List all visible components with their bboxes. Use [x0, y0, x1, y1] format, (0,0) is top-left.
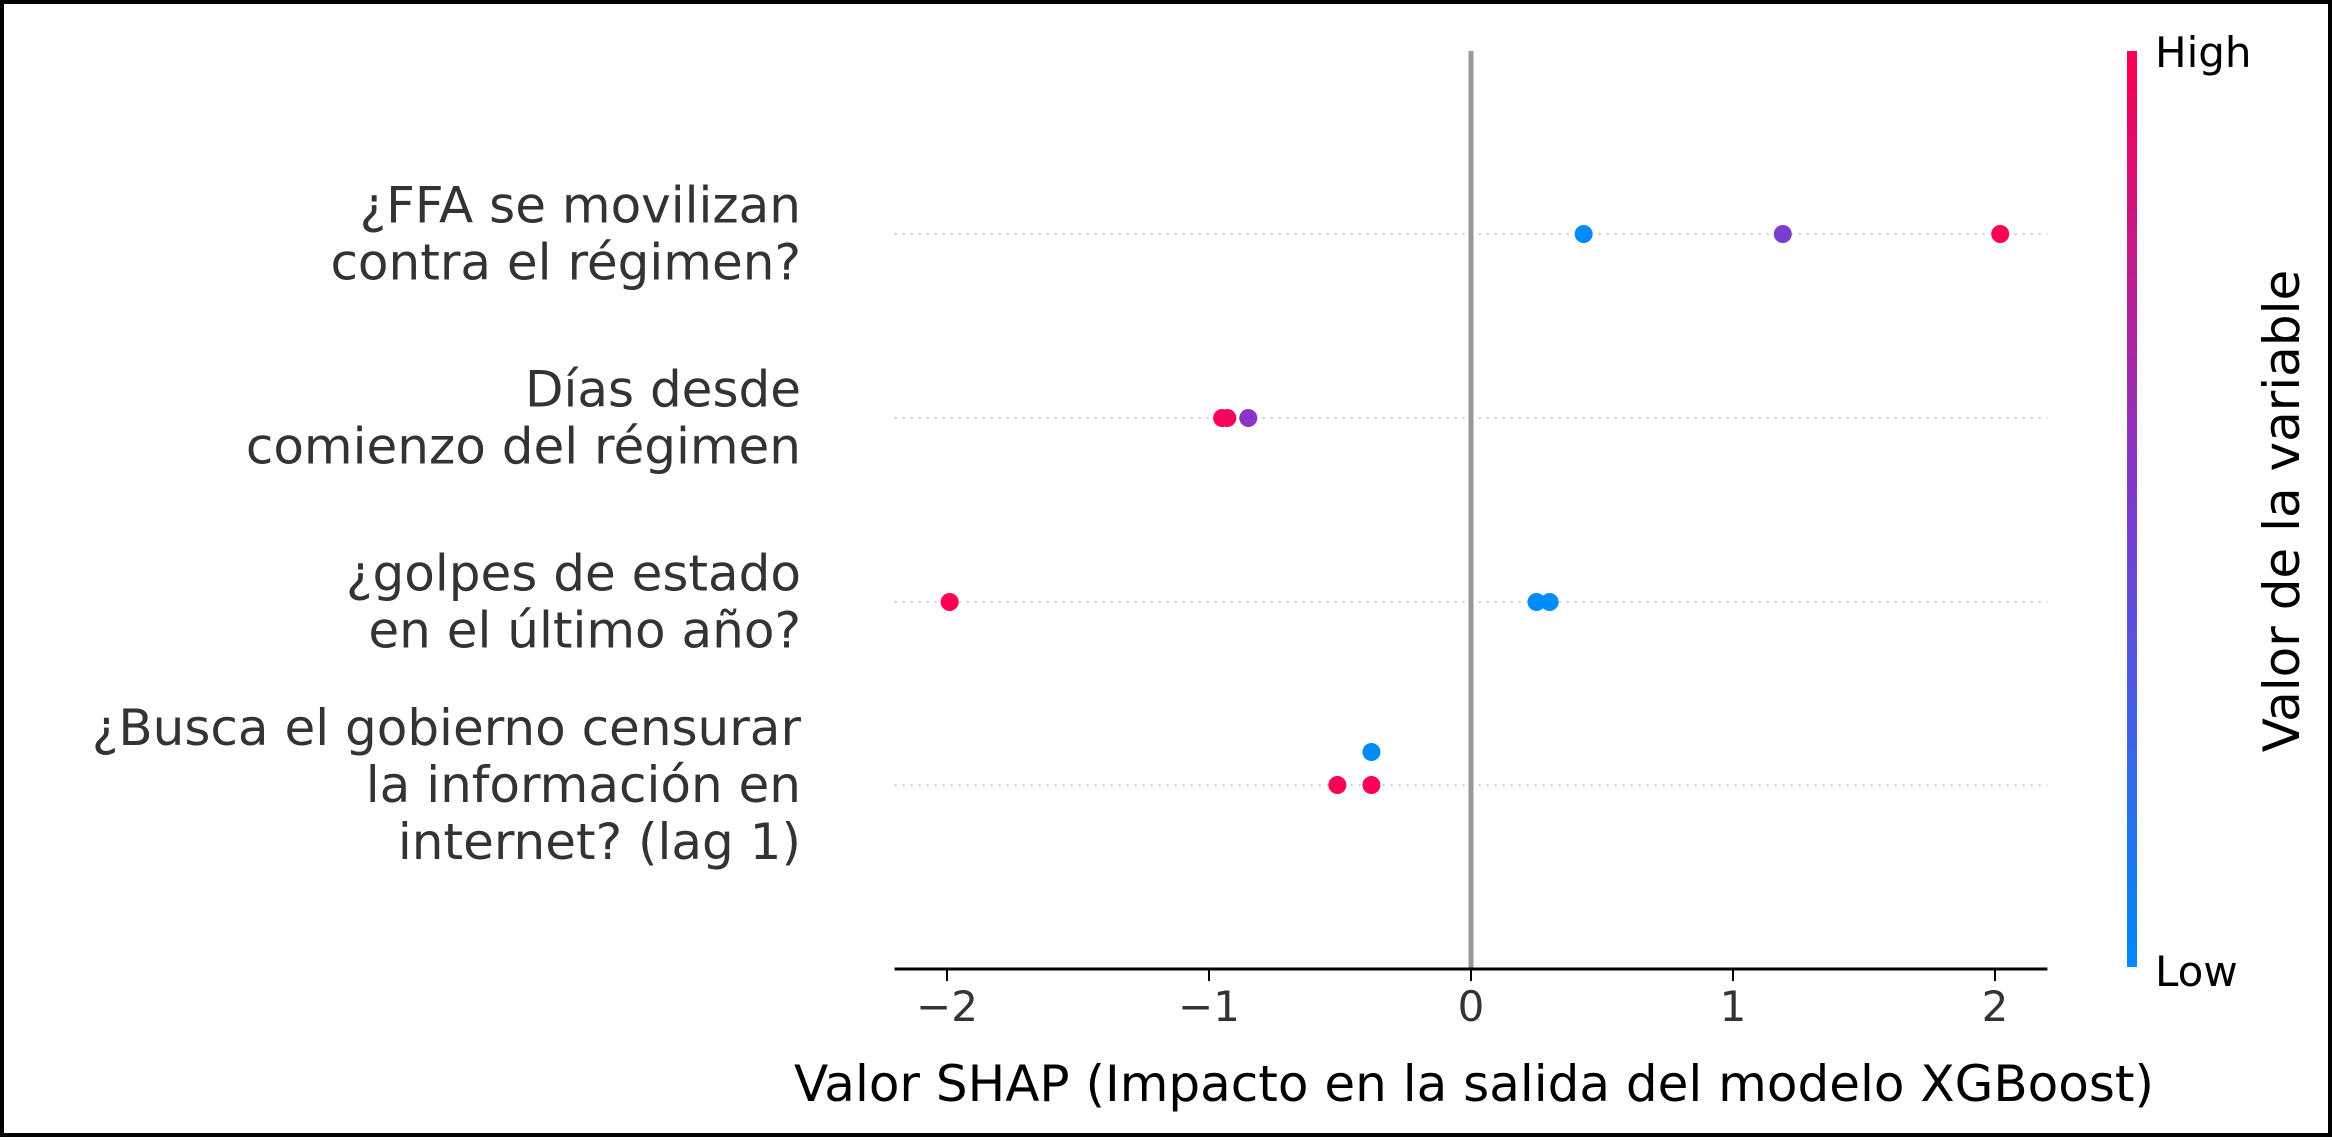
feature-label: ¿FFA se movilizan contra el régimen? [330, 177, 801, 292]
data-point [1362, 776, 1381, 794]
feature-label: ¿Busca el gobierno censurar la informació… [92, 699, 802, 871]
colorbar-title: Valor de la variable [2253, 270, 2311, 752]
data-point [1218, 409, 1237, 427]
x-axis-label: Valor SHAP (Impacto en la salida del mod… [794, 1055, 2154, 1113]
feature-label: Días desde comienzo del régimen [246, 361, 801, 476]
data-point [1239, 409, 1258, 427]
data-point [1527, 593, 1546, 611]
colorbar-high-label: High [2155, 28, 2252, 77]
x-tick-label: 1 [1720, 982, 1747, 1031]
x-tick-label: 2 [1982, 982, 2009, 1031]
x-tick-label: −2 [916, 982, 978, 1031]
data-points [940, 225, 2010, 794]
x-tick-label: −1 [1178, 982, 1240, 1031]
data-point [1991, 225, 2010, 243]
x-tick-label: 0 [1458, 982, 1485, 1031]
colorbar-low-label: Low [2155, 947, 2238, 996]
feature-label: ¿golpes de estado en el último año? [346, 545, 801, 660]
data-point [1362, 743, 1381, 761]
data-point [1574, 225, 1593, 243]
feature-rows: ¿FFA se movilizan contra el régimen? Días … [92, 177, 2048, 871]
data-point [1773, 225, 1792, 243]
data-point [1540, 593, 1559, 611]
data-point [940, 593, 959, 611]
shap-summary-plot: ¿FFA se movilizan contra el régimen? Días … [92, 28, 2311, 1113]
x-axis-ticks: −2 −1 0 1 2 [916, 969, 2008, 1031]
data-point [1328, 776, 1347, 794]
colorbar [2127, 51, 2137, 967]
